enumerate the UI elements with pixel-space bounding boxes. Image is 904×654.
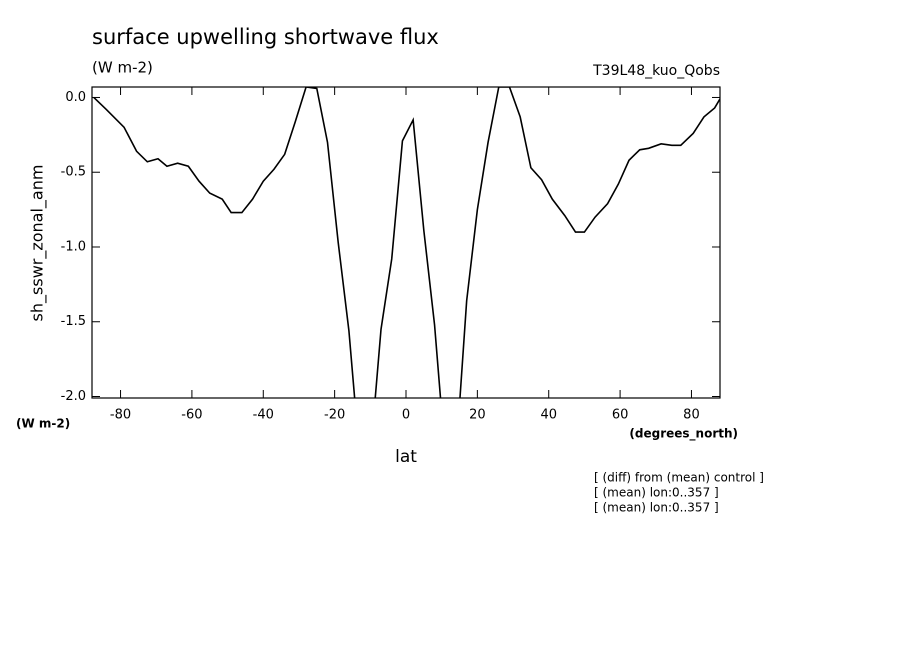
x-tick-label: -20 xyxy=(324,408,345,423)
x-units: (degrees_north) xyxy=(629,427,738,442)
chart-title: surface upwelling shortwave flux xyxy=(92,25,439,49)
x-tick-label: 60 xyxy=(612,408,629,423)
x-axis-label: lat xyxy=(395,447,417,467)
note: [ (mean) lon:0..357 ] xyxy=(594,486,719,500)
x-tick-label: 80 xyxy=(683,408,700,423)
y-tick-label: -1.5 xyxy=(61,314,86,329)
plot-area xyxy=(93,87,720,398)
x-tick-label: -60 xyxy=(181,408,202,423)
y-tick-label: -0.5 xyxy=(61,165,86,180)
note: [ (mean) lon:0..357 ] xyxy=(594,501,719,515)
x-tick-label: 40 xyxy=(540,408,557,423)
x-tick-label: 20 xyxy=(469,408,486,423)
x-tick-label: -40 xyxy=(253,408,274,423)
data-line xyxy=(93,87,720,398)
y-units: (W m-2) xyxy=(16,417,70,431)
x-tick-label: 0 xyxy=(402,408,410,423)
y-tick-label: -1.0 xyxy=(61,239,86,254)
units-top: (W m-2) xyxy=(92,59,153,77)
x-tick-label: -80 xyxy=(110,408,131,423)
y-tick-label: 0.0 xyxy=(65,90,86,105)
note: [ (diff) from (mean) control ] xyxy=(594,471,764,485)
dataset-label: T39L48_kuo_Qobs xyxy=(592,63,720,79)
y-axis-label: sh_sswr_zonal_anm xyxy=(28,165,48,322)
y-tick-label: -2.0 xyxy=(61,389,86,404)
